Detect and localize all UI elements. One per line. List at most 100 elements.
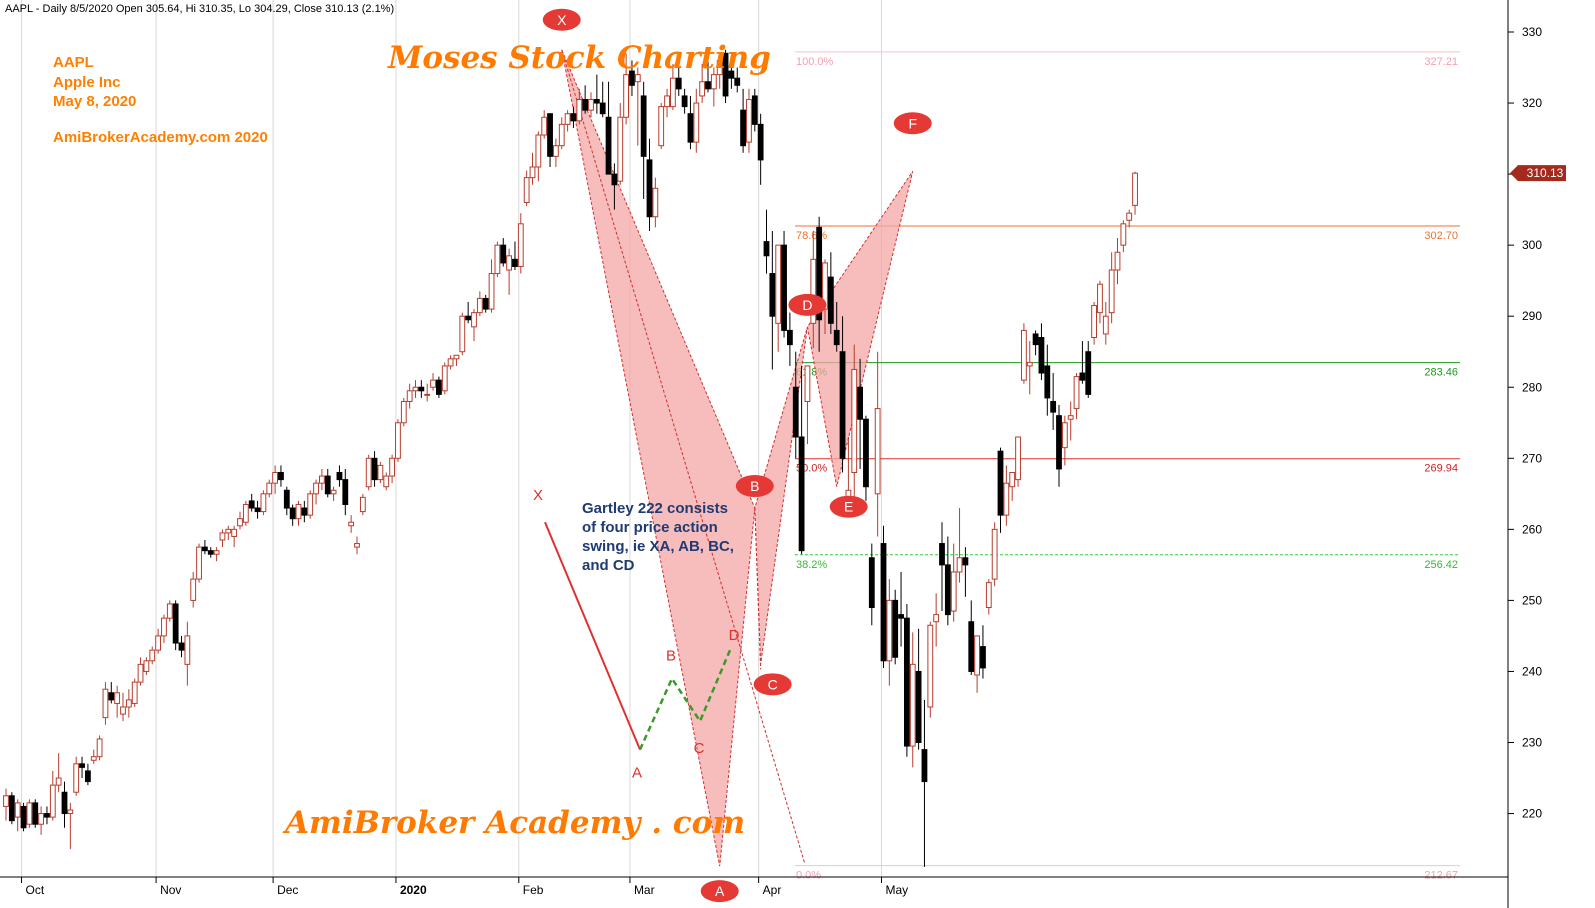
gartley-note-line-2: of four price action — [582, 519, 718, 536]
candle-body — [728, 70, 735, 79]
candle-body — [406, 390, 413, 402]
candle-body — [49, 784, 56, 818]
company-name: Apple Inc — [53, 74, 121, 91]
y-tick-label: 330 — [1522, 25, 1542, 39]
candle-body — [857, 386, 864, 420]
y-tick-label: 280 — [1522, 380, 1542, 394]
candle-body — [225, 528, 232, 534]
candle-body — [55, 777, 62, 786]
candle-body — [289, 507, 296, 520]
candle-body — [26, 802, 33, 825]
fib-pct-label: 100.0% — [796, 56, 834, 68]
candle-body — [529, 166, 536, 179]
candle-body — [102, 688, 109, 719]
candle-body — [1079, 372, 1086, 381]
candle-body — [32, 802, 39, 825]
candle-body — [1044, 365, 1051, 399]
candle-body — [14, 802, 21, 818]
x-tick-label: Oct — [26, 883, 45, 897]
pattern-point-label: F — [908, 115, 917, 131]
pattern-point-marker — [735, 475, 774, 498]
candle-body — [143, 660, 150, 672]
candle-body — [412, 386, 419, 392]
candle-body — [424, 393, 431, 396]
candle-body — [804, 365, 811, 402]
candle-body — [242, 503, 249, 523]
candle-body — [933, 614, 940, 623]
candle-body — [476, 297, 483, 314]
candle-body — [172, 603, 179, 644]
candle-body — [868, 557, 875, 609]
candle-body — [395, 422, 401, 459]
candle-body — [1067, 415, 1074, 420]
candle-body — [149, 649, 156, 662]
x-tick-label: Apr — [763, 883, 782, 897]
plot-area — [0, 0, 1508, 908]
candle-body — [254, 507, 261, 513]
demo-abcd-line — [638, 649, 732, 751]
gartley-note-line-1: Gartley 222 consists — [582, 500, 728, 517]
candle-body — [681, 95, 688, 108]
candle-body — [617, 116, 624, 182]
candle-body — [85, 770, 91, 783]
candle-body — [418, 386, 425, 392]
candle-body — [307, 493, 314, 516]
demo-point-label: X — [533, 487, 543, 504]
candle-body — [535, 134, 542, 168]
candle-body — [283, 489, 290, 509]
candle-body — [400, 400, 407, 424]
candle-body — [874, 408, 881, 495]
candle-body — [997, 450, 1004, 516]
candle-body — [447, 358, 454, 367]
x-tick-label: Mar — [634, 883, 655, 897]
last-price-box — [1510, 165, 1566, 182]
pattern-point-marker — [542, 8, 581, 31]
candle-body — [658, 106, 665, 147]
candle-body — [1003, 482, 1010, 516]
candle-body — [687, 113, 694, 143]
candle-body — [67, 809, 74, 815]
candle-body — [734, 77, 741, 86]
candles — [3, 49, 1138, 867]
candle-body — [775, 244, 782, 324]
candle-body — [985, 582, 992, 609]
candle-body — [342, 479, 349, 505]
y-tick-label: 240 — [1522, 664, 1542, 678]
pattern-point-marker — [788, 293, 827, 316]
candle-body — [769, 273, 776, 317]
pattern-point-marker — [829, 495, 868, 518]
candle-body — [377, 464, 384, 481]
brand-top: Moses Stock Charting — [387, 40, 771, 76]
candle-body — [699, 81, 706, 97]
candle-body — [909, 663, 916, 747]
pattern-point-label: C — [768, 676, 778, 692]
candle-body — [125, 699, 132, 708]
candle-body — [652, 187, 659, 218]
candle-body — [8, 795, 15, 822]
candle-body — [827, 276, 834, 324]
candle-body — [114, 692, 121, 704]
candle-body — [184, 635, 191, 665]
candle-body — [705, 81, 711, 90]
x-axis: Oct Nov Dec 2020 Feb Mar Apr May — [0, 876, 1508, 897]
candle-body — [1038, 337, 1045, 374]
y-tick-label: 250 — [1522, 593, 1542, 607]
candle-body — [237, 518, 243, 527]
candle-body — [506, 255, 513, 271]
x-tick-label: May — [886, 883, 909, 897]
x-tick-label: Dec — [277, 883, 298, 897]
candle-body — [623, 74, 630, 118]
candle-body — [1061, 422, 1068, 449]
demo-point-label: B — [666, 648, 676, 665]
candle-body — [939, 543, 945, 566]
candle-body — [693, 102, 700, 143]
candle-body — [20, 805, 27, 829]
y-tick-label: 290 — [1522, 309, 1542, 323]
candle-body — [950, 571, 957, 612]
candle-body — [465, 315, 472, 321]
candle-body — [634, 74, 641, 83]
candle-body — [646, 159, 653, 218]
y-tick-label: 260 — [1522, 522, 1542, 536]
candle-body — [389, 457, 396, 477]
